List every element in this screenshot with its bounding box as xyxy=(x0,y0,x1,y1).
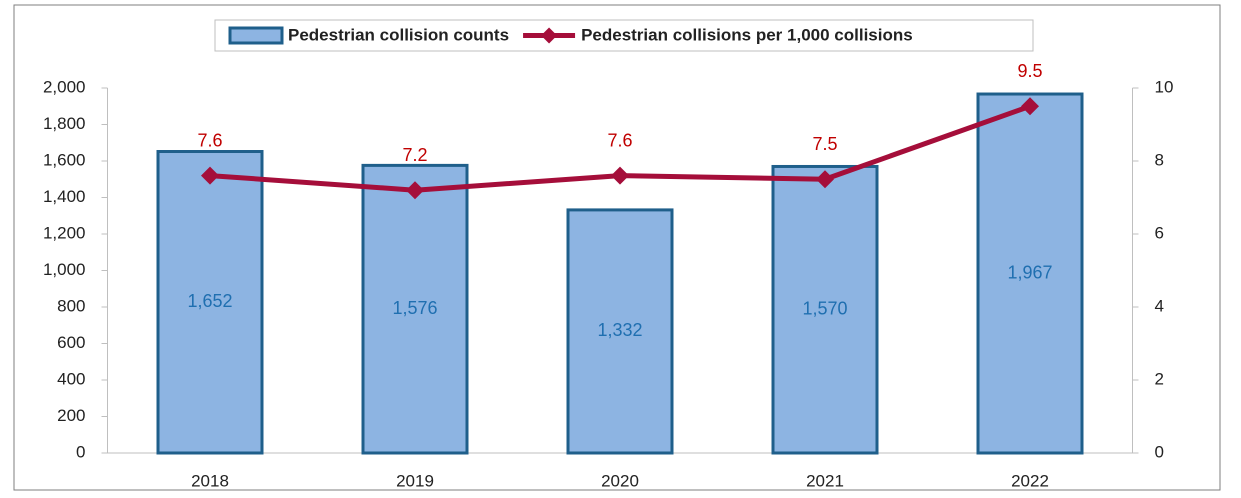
y2-tick-label: 2 xyxy=(1155,369,1164,388)
y-tick-label: 2,000 xyxy=(43,77,86,96)
bar xyxy=(361,163,469,455)
y-tick-label: 200 xyxy=(57,406,85,425)
bar-value-label: 1,576 xyxy=(392,298,437,318)
line-value-label: 7.6 xyxy=(197,130,222,150)
y-tick-label: 800 xyxy=(57,296,85,315)
line-value-label: 7.6 xyxy=(607,130,632,150)
bar xyxy=(156,150,264,455)
bar-value-label: 1,332 xyxy=(597,320,642,340)
bar-value-label: 1,967 xyxy=(1007,262,1052,282)
x-tick-label: 2021 xyxy=(806,471,844,490)
y-tick-label: 1,800 xyxy=(43,114,86,133)
legend-label: Pedestrian collisions per 1,000 collisio… xyxy=(581,25,913,44)
x-tick-label: 2018 xyxy=(191,471,229,490)
y2-tick-label: 0 xyxy=(1155,442,1164,461)
line-value-label: 9.5 xyxy=(1017,61,1042,81)
y-tick-label: 600 xyxy=(57,333,85,352)
bar xyxy=(976,92,1084,455)
y2-tick-label: 10 xyxy=(1155,77,1174,96)
legend-marker xyxy=(541,27,558,44)
line-marker xyxy=(406,181,424,200)
bar xyxy=(566,208,674,455)
line-marker xyxy=(611,166,629,185)
y2-tick-label: 4 xyxy=(1155,296,1164,315)
y-tick-label: 1,400 xyxy=(43,187,86,206)
legend-box xyxy=(214,19,1034,52)
x-tick-label: 2019 xyxy=(396,471,434,490)
legend-label: Pedestrian collision counts xyxy=(288,25,509,44)
y-tick-label: 400 xyxy=(57,369,85,388)
y-tick-label: 0 xyxy=(76,442,85,461)
x-tick-label: 2020 xyxy=(601,471,639,490)
bar-value-label: 1,652 xyxy=(187,291,232,311)
y-tick-label: 1,200 xyxy=(43,223,86,242)
line-value-label: 7.5 xyxy=(812,134,837,154)
y-tick-label: 1,000 xyxy=(43,260,86,279)
y2-tick-label: 6 xyxy=(1155,223,1164,242)
bar-value-label: 1,570 xyxy=(802,298,847,318)
line-marker xyxy=(1021,97,1039,116)
y-tick-label: 1,600 xyxy=(43,150,86,169)
bar xyxy=(771,164,879,455)
line-value-label: 7.2 xyxy=(402,145,427,165)
y2-tick-label: 8 xyxy=(1155,150,1164,169)
line-marker xyxy=(816,170,834,189)
line-marker xyxy=(201,166,219,185)
x-tick-label: 2022 xyxy=(1011,471,1049,490)
legend-swatch xyxy=(228,26,284,45)
